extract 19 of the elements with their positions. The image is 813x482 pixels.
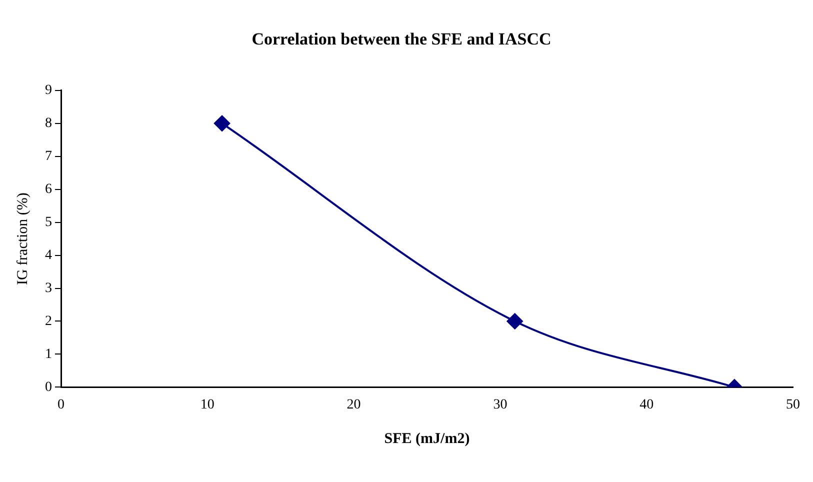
y-tick-label: 1	[45, 346, 52, 362]
x-tick-label: 0	[58, 397, 64, 412]
y-tick-label: 8	[45, 116, 52, 132]
x-tick-label: 10	[200, 397, 214, 412]
y-tick-label: 2	[45, 314, 52, 329]
chart-title: Correlation between the SFE and IASCC	[252, 30, 552, 49]
y-tick-label: 7	[45, 149, 52, 164]
y-tick-label: 5	[45, 214, 52, 230]
y-tick-label: 3	[45, 280, 52, 296]
y-tick-label: 9	[45, 83, 52, 98]
x-tick-label: 30	[493, 397, 508, 412]
x-axis-title: SFE (mJ/m2)	[384, 430, 470, 447]
x-tick-label: 50	[786, 397, 800, 412]
x-tick-label: 20	[346, 397, 361, 412]
y-axis-title: IG fraction (%)	[14, 192, 31, 286]
x-tick-label: 40	[640, 397, 654, 412]
y-tick-label: 4	[45, 248, 52, 263]
y-tick-label: 6	[45, 182, 52, 198]
y-tick-label: 0	[45, 380, 52, 395]
